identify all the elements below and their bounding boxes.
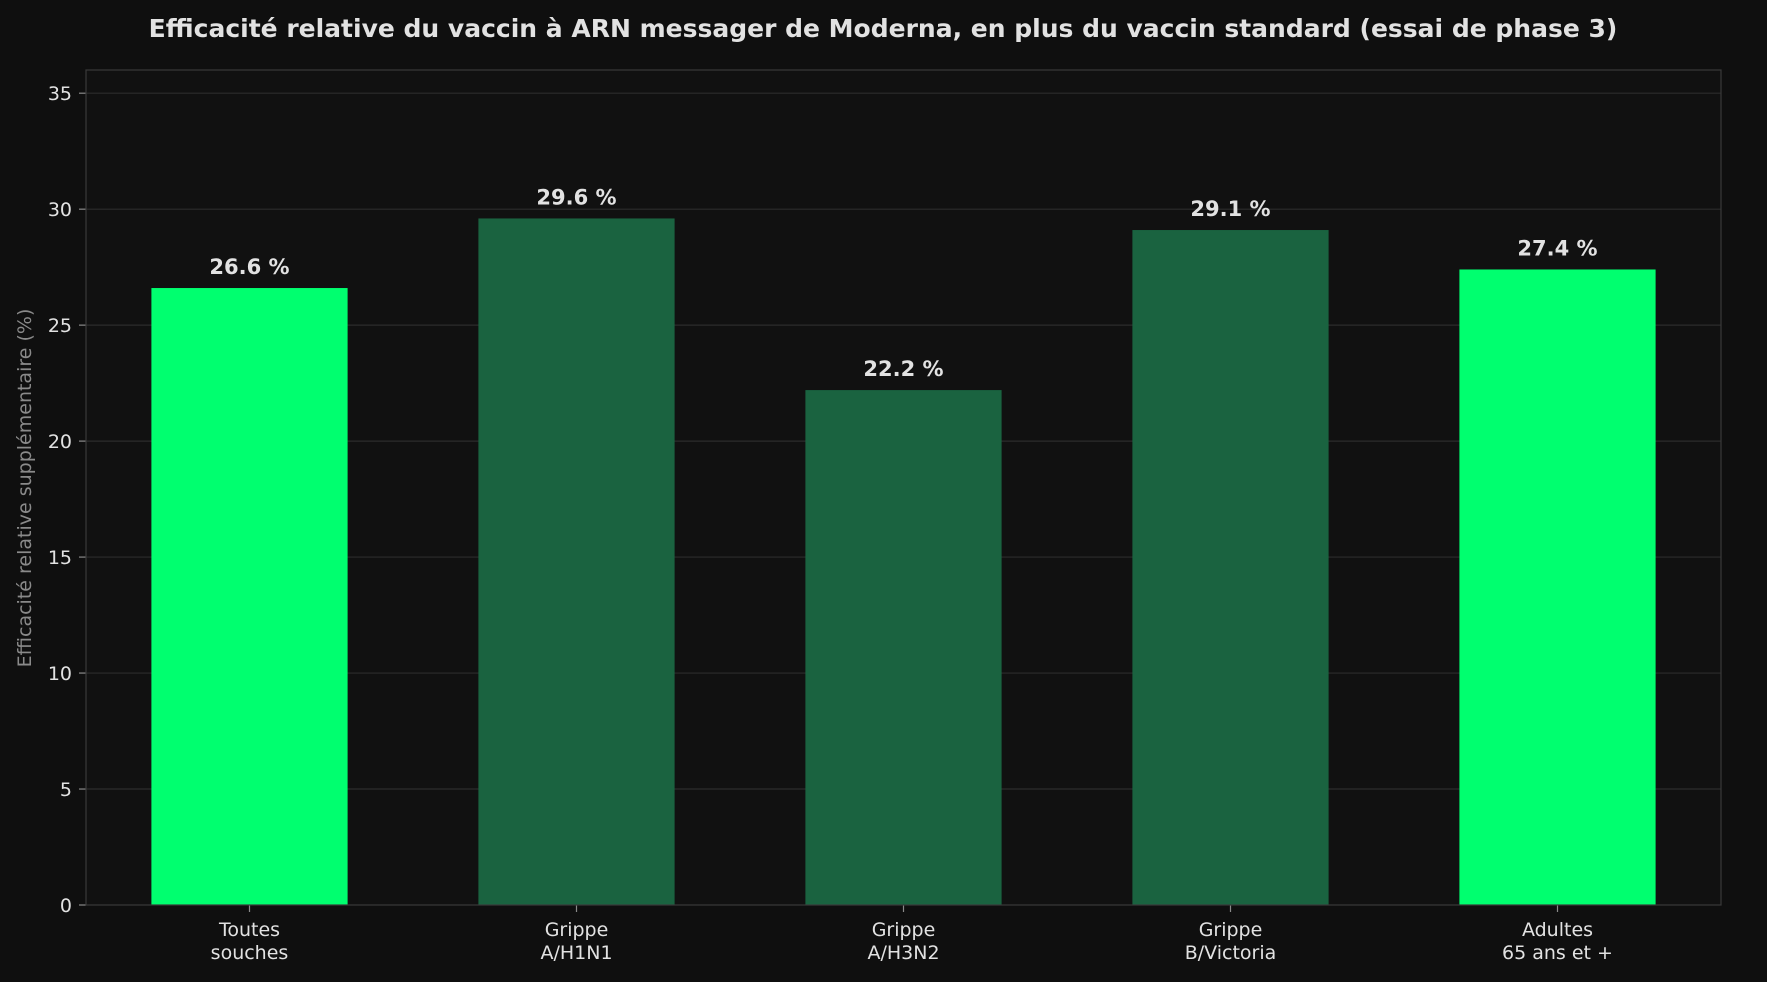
y-tick-label: 20 — [48, 431, 72, 453]
x-tick-label: Grippe B/Victoria — [1185, 919, 1277, 964]
data-labels: 26.6 % 29.6 % 22.2 % 29.1 % 27.4 % — [209, 185, 1597, 381]
bar — [1132, 230, 1329, 905]
bar — [478, 218, 675, 905]
bar — [1459, 269, 1656, 905]
x-tick-label-line: A/H1N1 — [540, 942, 612, 964]
y-axis-ticks: 0 5 10 15 20 25 30 35 — [48, 83, 86, 917]
plot-frame — [85, 69, 1722, 906]
bar — [805, 390, 1002, 905]
bars — [151, 218, 1656, 905]
x-tick-label-line: Grippe — [545, 919, 609, 941]
x-tick-label-line: A/H3N2 — [867, 942, 939, 964]
data-label: 22.2 % — [863, 357, 943, 381]
y-tick-label: 5 — [60, 779, 72, 801]
x-tick-label-line: Adultes — [1522, 919, 1593, 941]
x-tick-label-line: Grippe — [872, 919, 936, 941]
y-tick-label: 35 — [48, 83, 72, 105]
x-tick-label: Toutes souches — [211, 919, 289, 964]
y-axis-label: Efficacité relative supplémentaire (%) — [14, 309, 36, 668]
x-tick-label-line: Grippe — [1199, 919, 1263, 941]
data-label: 29.6 % — [536, 185, 616, 209]
y-tick-label: 15 — [48, 547, 72, 569]
y-tick-label: 30 — [48, 199, 72, 221]
data-label: 29.1 % — [1190, 197, 1270, 221]
x-tick-label-line: souches — [211, 942, 289, 964]
x-tick-label-line: 65 ans et + — [1502, 942, 1613, 964]
y-tick-label: 25 — [48, 315, 72, 337]
x-tick-label: Grippe A/H1N1 — [540, 919, 612, 964]
y-tick-label: 10 — [48, 663, 72, 685]
data-label: 27.4 % — [1517, 236, 1597, 260]
y-tick-label: 0 — [60, 895, 72, 917]
x-tick-label-line: B/Victoria — [1185, 942, 1277, 964]
x-tick-label: Grippe A/H3N2 — [867, 919, 939, 964]
x-tick-label: Adultes 65 ans et + — [1502, 919, 1613, 964]
x-tick-label-line: Toutes — [218, 919, 280, 941]
bar — [151, 288, 348, 905]
chart-title: Efficacité relative du vaccin à ARN mess… — [149, 14, 1618, 43]
data-label: 26.6 % — [209, 255, 289, 279]
